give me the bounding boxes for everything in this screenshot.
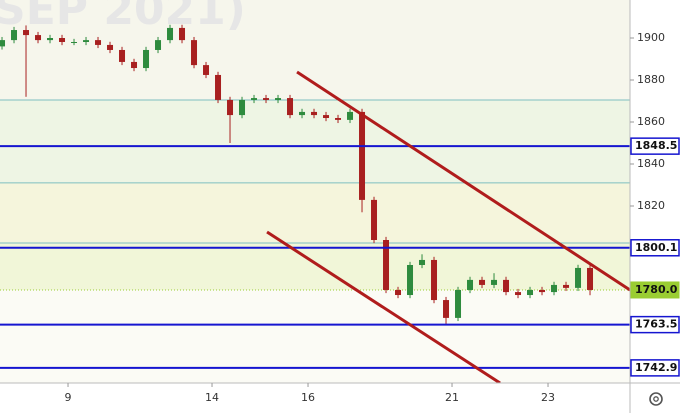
candle-body: [323, 115, 330, 119]
y-tick-label: 1860: [637, 115, 665, 128]
current-price-label: 1780.0: [635, 283, 678, 296]
candle-body: [383, 240, 390, 290]
candle-body: [107, 44, 114, 50]
candle-body: [179, 27, 186, 41]
candle-body: [539, 289, 546, 293]
candle-body: [263, 98, 270, 100]
candle-body: [0, 40, 6, 47]
x-tick-label: 14: [205, 391, 219, 404]
candle-body: [83, 40, 90, 42]
gear-hub: [653, 396, 659, 402]
candle-body: [335, 118, 342, 120]
candle-body: [491, 279, 498, 285]
watermark: SEP 2021): [0, 0, 246, 35]
level-label: 1763.5: [635, 318, 677, 331]
candle-body: [371, 199, 378, 241]
candle-body: [587, 267, 594, 290]
y-tick-label: 1880: [637, 73, 665, 86]
candle-body: [515, 292, 522, 296]
candle-body: [59, 38, 66, 42]
y-axis-bg: [630, 0, 680, 413]
candle-body: [563, 284, 570, 288]
x-tick-label: 21: [445, 391, 459, 404]
candle-body: [11, 30, 18, 41]
candle-body: [203, 65, 210, 75]
candle-body: [455, 289, 462, 318]
candle-body: [71, 41, 78, 43]
candle-body: [575, 267, 582, 288]
candle-body: [47, 38, 54, 41]
candle-body: [551, 284, 558, 293]
candle-body: [479, 279, 486, 285]
zone-band: [0, 182, 630, 243]
candle-body: [191, 40, 198, 66]
candle-body: [443, 300, 450, 318]
candle-body: [95, 40, 102, 45]
candle-body: [35, 35, 42, 41]
zone-band: [0, 242, 630, 290]
x-axis-bg: [0, 383, 630, 413]
candle-body: [503, 279, 510, 293]
gear: [649, 392, 663, 406]
x-tick-label: 16: [301, 391, 315, 404]
candle-body: [359, 111, 366, 200]
candle-body: [467, 279, 474, 290]
settings-icon[interactable]: [649, 392, 663, 406]
candle-body: [311, 111, 318, 116]
level-label: 1848.5: [635, 139, 677, 152]
y-tick-label: 1820: [637, 199, 665, 212]
candle-body: [299, 111, 306, 116]
x-tick-label: 23: [541, 391, 555, 404]
candle-body: [419, 259, 426, 265]
candle-body: [287, 98, 294, 116]
x-tick-label: 9: [65, 391, 72, 404]
current-price-box: [630, 281, 680, 299]
level-label: 1742.9: [635, 361, 677, 374]
candle-body: [131, 61, 138, 69]
candle-body: [215, 74, 222, 100]
candle-body: [23, 30, 30, 36]
trend-line: [296, 70, 631, 292]
candle-body: [347, 111, 354, 120]
candle-body: [431, 259, 438, 301]
trend-line: [266, 230, 501, 385]
level-label: 1800.1: [635, 241, 677, 254]
level-label-box: [630, 359, 680, 377]
y-tick-label: 1900: [637, 31, 665, 44]
candle-body: [527, 289, 534, 296]
candle-body: [167, 27, 174, 41]
candle-body: [239, 99, 246, 116]
candle-body: [407, 264, 414, 296]
candle-body: [143, 49, 150, 69]
level-label-box: [630, 239, 680, 257]
y-tick-label: 1840: [637, 157, 665, 170]
level-label-box: [630, 315, 680, 334]
candle-body: [275, 98, 282, 100]
level-label-box: [630, 137, 680, 155]
candle-body: [119, 49, 126, 62]
candle-body: [395, 289, 402, 296]
candle-body: [155, 40, 162, 50]
candle-body: [251, 98, 258, 100]
candle-body: [227, 99, 234, 116]
